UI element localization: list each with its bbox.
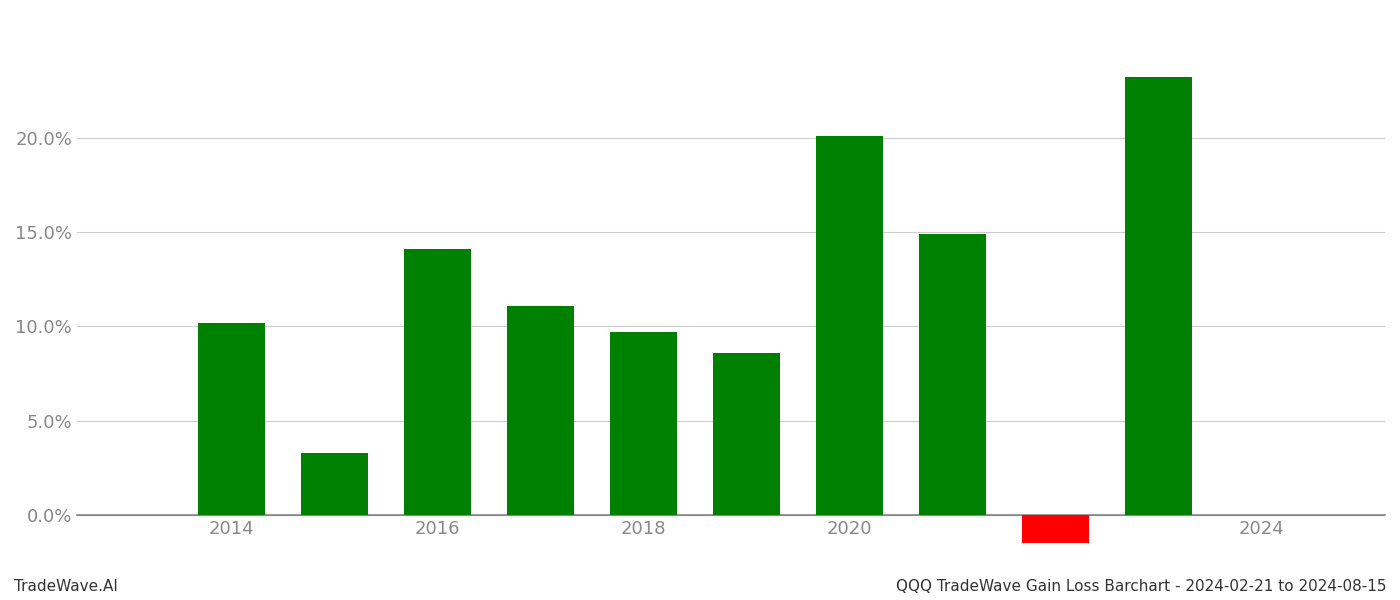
Bar xyxy=(403,249,470,515)
Bar xyxy=(918,234,986,515)
Bar xyxy=(610,332,676,515)
Bar xyxy=(507,305,574,515)
Bar xyxy=(197,323,265,515)
Bar xyxy=(1126,77,1191,515)
Bar xyxy=(301,453,368,515)
Bar xyxy=(816,136,883,515)
Text: QQQ TradeWave Gain Loss Barchart - 2024-02-21 to 2024-08-15: QQQ TradeWave Gain Loss Barchart - 2024-… xyxy=(896,579,1386,594)
Text: TradeWave.AI: TradeWave.AI xyxy=(14,579,118,594)
Bar xyxy=(713,353,780,515)
Bar xyxy=(1022,515,1089,544)
